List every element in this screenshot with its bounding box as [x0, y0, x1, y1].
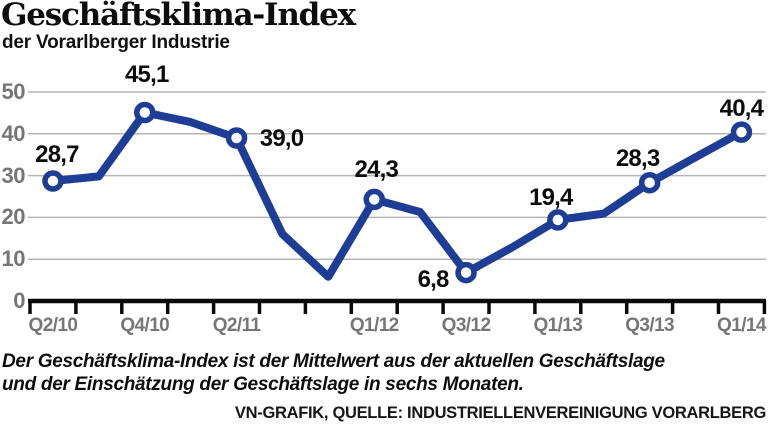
x-axis-label: Q3/12	[441, 315, 491, 336]
y-axis-label: 0	[13, 288, 25, 313]
data-point-marker	[363, 188, 385, 211]
x-axis-label: Q1/14	[717, 315, 766, 336]
page-title: Geschäftsklima-Index	[1, 0, 356, 33]
data-point-marker	[455, 261, 477, 284]
data-label: 6,8	[417, 265, 450, 293]
footnote-line-1: Der Geschäftsklima-Index ist der Mittelw…	[2, 351, 665, 372]
data-label: 24,3	[354, 156, 399, 184]
data-point-marker	[225, 127, 248, 149]
x-axis-label: Q3/13	[625, 315, 675, 336]
x-axis-label: Q4/10	[120, 315, 170, 336]
data-label: 39,0	[259, 124, 304, 152]
data-label: 28,3	[615, 144, 660, 172]
x-axis-label: Q1/13	[533, 315, 583, 336]
x-axis-label: Q2/10	[28, 315, 78, 336]
y-axis-label: 40	[1, 120, 26, 146]
trend-line	[49, 108, 746, 281]
data-label: 40,4	[719, 95, 764, 123]
data-point-marker	[730, 121, 753, 143]
y-axis-label: 50	[1, 79, 26, 104]
data-point-marker	[547, 209, 569, 231]
data-label: 28,7	[35, 141, 79, 169]
y-axis-label: 10	[1, 246, 26, 272]
data-label: 19,4	[529, 183, 573, 211]
data-label: 45,1	[124, 61, 169, 89]
y-axis-label: 30	[1, 162, 26, 188]
footnote: Der Geschäftsklima-Index ist der Mittelw…	[2, 351, 665, 396]
page-subtitle: der Vorarlberger Industrie	[2, 32, 230, 53]
x-axis-label: Q2/11	[212, 315, 261, 336]
x-axis-label: Q1/12	[349, 315, 399, 336]
data-point-marker	[134, 101, 156, 124]
footnote-line-2: und der Einschätzung der Geschäftslage i…	[2, 373, 524, 395]
data-point-marker	[42, 170, 64, 192]
y-axis-label: 20	[1, 204, 26, 230]
source-credit: VN-GRAFIK, QUELLE: INDUSTRIELLENVEREINIG…	[234, 404, 766, 422]
data-point-marker	[638, 171, 661, 194]
